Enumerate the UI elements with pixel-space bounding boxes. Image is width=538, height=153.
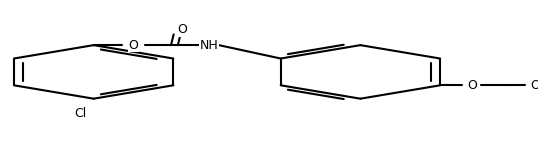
Text: O: O: [177, 23, 187, 36]
Text: NH: NH: [200, 39, 219, 52]
Text: O: O: [128, 39, 138, 52]
Text: O: O: [467, 79, 477, 92]
Text: Cl: Cl: [74, 107, 87, 120]
Text: O: O: [530, 79, 538, 92]
